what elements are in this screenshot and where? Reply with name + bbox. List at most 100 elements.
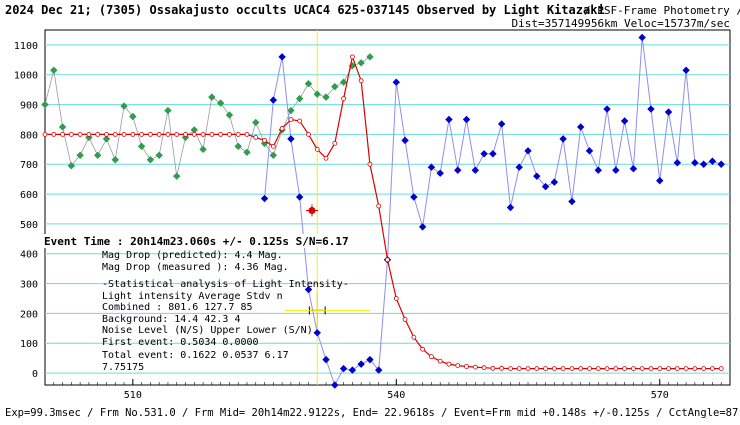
event-error-bar [284,292,371,329]
series-red-model [42,54,724,371]
red-model-point [490,365,496,371]
green-point [164,106,172,115]
blue-point [357,360,365,368]
green-point [208,93,216,101]
y-axis: 0 100 200 300 400 500 600 700 800 900 1000 1100 [14,41,38,380]
x-tick-label: 570 [651,390,669,401]
y-tick-label: 600 [20,190,38,201]
blue-point [392,78,400,86]
blue-point [287,135,295,143]
red-model-point [630,366,636,371]
green-point [313,90,321,98]
red-model-point [165,132,171,137]
red-model-point [51,132,57,137]
blue-point [260,194,269,203]
blue-point [471,166,480,174]
blue-point [603,105,611,113]
green-point [129,112,137,121]
chart-title: 2024 Dec 21; (7305) Ossakajusto occults … [5,3,605,17]
green-point [93,151,102,160]
y-tick-label: 100 [20,339,38,350]
green-point [225,111,234,119]
red-model-point [385,257,390,263]
footer-info: Exp=99.3msec / Frm No.531.0 / Frm Mid= 2… [5,407,740,419]
blue-point [541,182,550,191]
blue-point [366,355,374,364]
blue-point [708,157,717,165]
blue-point [533,172,541,180]
green-point [295,94,304,103]
chart-subtitle: Dist=357149956km Veloc=15737m/sec [511,17,730,30]
x-axis: 510 540 570 [44,379,731,401]
blue-point [401,136,409,145]
red-model-point [525,366,531,371]
stat-background: Background: 14.4 42.3 4 [102,314,240,325]
blue-point [717,160,725,168]
blue-point [647,105,655,113]
red-model-point [183,132,188,137]
blue-point [489,150,497,158]
red-model-point [472,364,478,370]
green-point [269,151,278,160]
stat-value: 7.75175 [102,362,144,373]
blue-point [612,166,620,174]
y-tick-label: 800 [20,130,38,141]
blue-point [339,364,348,373]
red-model-point [279,126,285,131]
noise-first-event: First event: 0.5034 0.0000 [102,337,259,348]
red-model-point [367,161,373,167]
green-point [76,151,84,160]
red-model-point [95,132,101,137]
blue-point [620,117,629,125]
blue-point [269,96,278,104]
green-point [50,66,58,74]
green-point [155,151,163,160]
red-model-point [674,366,680,371]
green-point [58,123,67,131]
event-marker [305,204,318,217]
green-point [111,156,119,164]
green-point [243,148,251,157]
red-model-point [156,132,162,137]
red-model-point [191,132,197,137]
red-model-point [446,361,452,367]
red-model-point [657,366,663,371]
y-tick-label: 300 [20,280,38,291]
red-model-point [86,132,92,137]
red-model-point [508,366,513,371]
green-point [252,118,260,127]
y-tick-label: 1000 [14,71,38,82]
red-model-point [710,366,715,371]
green-point [216,99,225,107]
blue-point [331,381,339,389]
red-model-point [420,346,426,352]
red-model-point [218,132,224,137]
red-model-point [147,132,153,137]
red-model-point [297,118,303,124]
stat-header: Light intensity Average Stdv n [102,291,283,302]
blue-point [410,193,418,201]
red-model-point [718,366,724,371]
green-point [234,142,242,151]
blue-point [691,159,699,167]
red-model-point [587,366,592,371]
red-model-point [262,137,267,143]
blue-point [559,135,567,143]
red-model-point [112,132,118,137]
red-model-point [393,296,399,301]
green-point [339,78,348,86]
blue-point [313,329,321,337]
blue-point [585,147,594,155]
green-point [102,135,111,143]
blue-point [629,165,638,173]
y-tick-label: 400 [20,250,38,261]
y-tick-label: 200 [20,309,38,320]
red-model-point [639,366,645,371]
red-model-point [648,366,654,371]
blue-point [699,160,708,168]
green-point [366,53,374,61]
blue-point [497,120,506,128]
noise-total-event: Total event: 0.1622 0.0537 6.17 [102,350,289,361]
series-blue [260,33,725,389]
red-model-point [314,146,320,152]
